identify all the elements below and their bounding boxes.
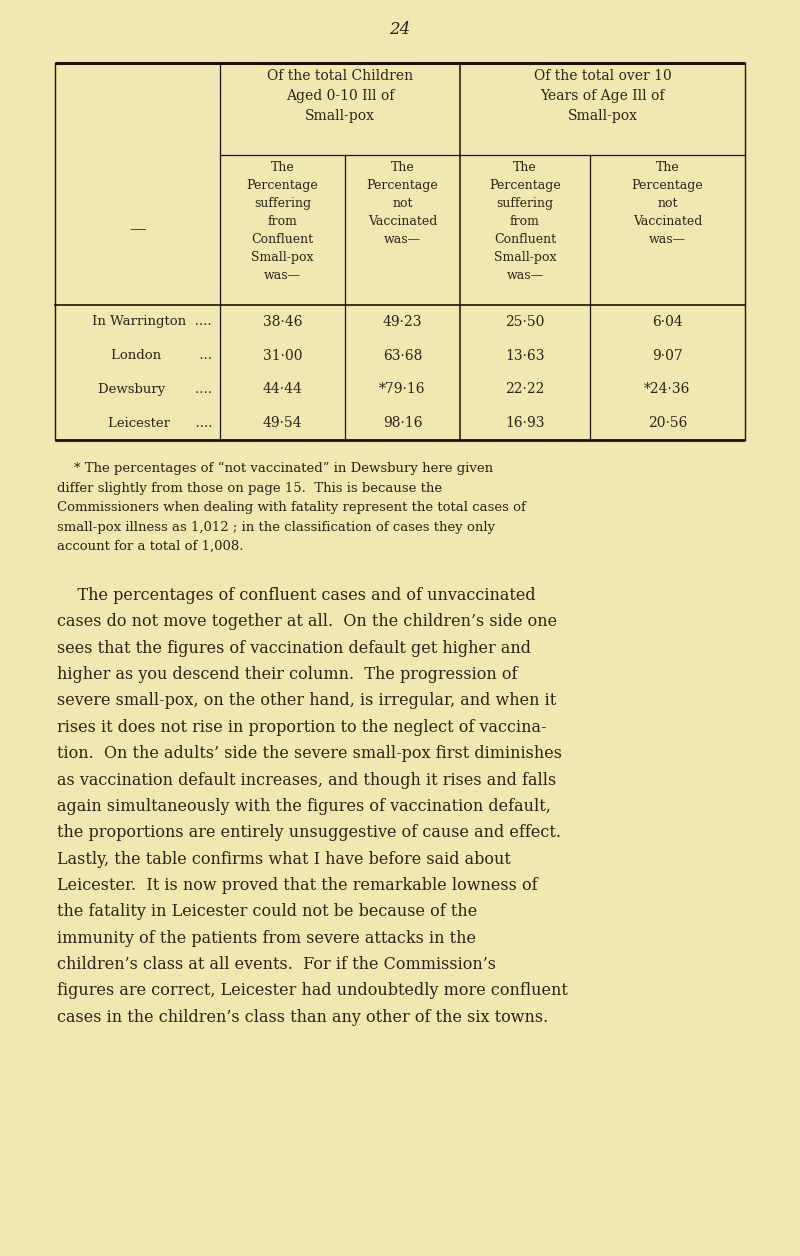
Text: 24: 24 — [390, 21, 410, 39]
Text: In Warrington  ....: In Warrington .... — [92, 315, 212, 328]
Text: 63·68: 63·68 — [383, 349, 422, 363]
Text: * The percentages of “not vaccinated” in Dewsbury here given
differ slightly fro: * The percentages of “not vaccinated” in… — [57, 462, 526, 553]
Text: 9·07: 9·07 — [652, 349, 683, 363]
Text: 22·22: 22·22 — [506, 382, 545, 397]
Text: 49·54: 49·54 — [262, 416, 302, 430]
Text: The
Percentage
not
Vaccinated
was—: The Percentage not Vaccinated was— — [366, 161, 438, 246]
Text: 20·56: 20·56 — [648, 416, 687, 430]
Text: Dewsbury       ....: Dewsbury .... — [98, 383, 212, 396]
Text: The
Percentage
suffering
from
Confluent
Small-pox
was—: The Percentage suffering from Confluent … — [489, 161, 561, 283]
Text: 13·63: 13·63 — [506, 349, 545, 363]
Text: 6·04: 6·04 — [652, 315, 683, 329]
Text: The
Percentage
suffering
from
Confluent
Small-pox
was—: The Percentage suffering from Confluent … — [246, 161, 318, 283]
Text: 44·44: 44·44 — [262, 382, 302, 397]
Text: London         ...: London ... — [111, 349, 212, 362]
Text: Of the total Children
Aged 0-10 Ill of
Small-pox: Of the total Children Aged 0-10 Ill of S… — [267, 69, 413, 123]
Text: 49·23: 49·23 — [382, 315, 422, 329]
Text: Of the total over 10
Years of Age Ill of
Small-pox: Of the total over 10 Years of Age Ill of… — [534, 69, 671, 123]
Text: 16·93: 16·93 — [506, 416, 545, 430]
Text: 38·46: 38·46 — [262, 315, 302, 329]
Text: *79·16: *79·16 — [379, 382, 426, 397]
Text: 98·16: 98·16 — [382, 416, 422, 430]
Text: Leicester      ....: Leicester .... — [107, 417, 212, 430]
Text: 25·50: 25·50 — [506, 315, 545, 329]
Text: The
Percentage
not
Vaccinated
was—: The Percentage not Vaccinated was— — [632, 161, 703, 246]
Text: —: — — [129, 221, 146, 239]
Text: The percentages of confluent cases and of unvaccinated
cases do not move togethe: The percentages of confluent cases and o… — [57, 587, 568, 1026]
Text: *24·36: *24·36 — [644, 382, 690, 397]
Text: 31·00: 31·00 — [262, 349, 302, 363]
